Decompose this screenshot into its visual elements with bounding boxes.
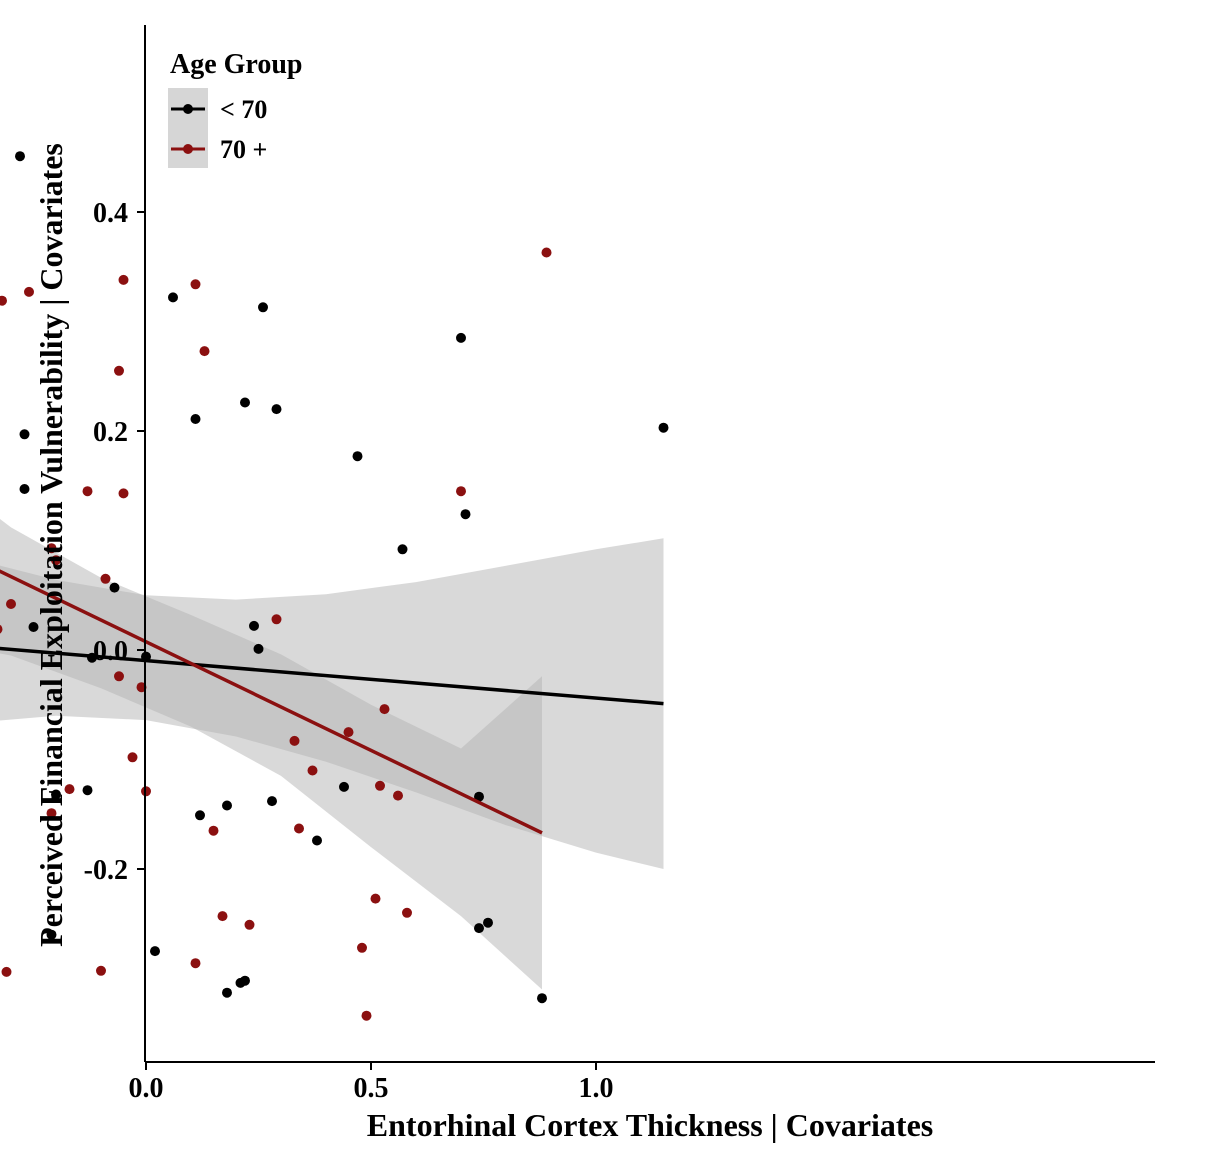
data-point-70plus-43 — [370, 893, 381, 904]
data-point-70plus-23 — [271, 614, 282, 625]
data-point-under70-19 — [258, 302, 268, 313]
data-point-under70-34 — [267, 796, 277, 807]
data-point-70plus-39 — [190, 958, 201, 969]
data-point-70plus-28 — [64, 784, 75, 795]
data-point-70plus-26 — [379, 704, 390, 715]
data-point-under70-32 — [195, 810, 205, 821]
data-point-under70-21 — [240, 397, 250, 408]
data-point-under70-5 — [19, 484, 30, 494]
data-point-70plus-45 — [361, 1010, 372, 1021]
data-point-70plus-25 — [343, 727, 354, 738]
data-point-70plus-7 — [114, 365, 124, 376]
data-point-70plus-34 — [307, 765, 318, 776]
legend-key-background — [168, 88, 208, 168]
data-point-under70-23 — [352, 451, 363, 462]
data-point-under70-17 — [253, 643, 264, 654]
data-point-under70-4 — [19, 429, 30, 440]
data-point-70plus-36 — [393, 790, 403, 801]
data-point-under70-16 — [249, 620, 259, 631]
data-point-under70-26 — [397, 544, 408, 555]
data-point-under70-30 — [51, 789, 61, 800]
data-point-70plus-13 — [46, 543, 57, 554]
x-axis-ticks: -1.0-0.50.00.51.0 — [129, 1062, 614, 1104]
y-axis-ticks: -0.2 0.0 0.2 0.4 — [84, 198, 145, 886]
data-point-70plus-3 — [24, 286, 34, 297]
y-tick-label-0: -0.2 — [84, 855, 128, 886]
data-point-under70-45 — [240, 975, 250, 986]
y-tick-label-2: 0.2 — [93, 417, 128, 448]
data-point-70plus-21 — [114, 671, 124, 682]
data-point-70plus-32 — [208, 825, 219, 836]
y-tick-label-1: 0.0 — [93, 636, 128, 667]
data-point-under70-35 — [312, 835, 322, 846]
legend-label-under70: < 70 — [220, 95, 267, 124]
data-point-under70-18 — [168, 292, 178, 303]
x-tick-label-4: 1.0 — [579, 1073, 614, 1104]
data-point-70plus-6 — [199, 346, 210, 357]
data-point-70plus-19 — [0, 624, 3, 634]
data-point-70plus-12 — [541, 247, 552, 258]
data-point-under70-25 — [460, 509, 471, 520]
data-point-70plus-24 — [289, 735, 300, 746]
data-point-70plus-30 — [127, 752, 138, 763]
data-point-70plus-15 — [100, 573, 111, 584]
data-point-70plus-41 — [244, 919, 255, 930]
data-point-under70-11 — [28, 622, 39, 632]
x-axis-title: Entorhinal Cortex Thickness | Covariates — [367, 1107, 933, 1143]
data-point-70plus-2 — [0, 295, 7, 306]
data-point-under70-31 — [82, 785, 93, 796]
data-point-under70-42 — [150, 946, 160, 957]
data-point-under70-46 — [474, 923, 484, 934]
legend-title: Age Group — [170, 49, 303, 80]
data-point-under70-27 — [658, 422, 669, 433]
legend-key-dot-under70 — [183, 104, 193, 114]
data-point-70plus-11 — [456, 486, 466, 497]
data-point-under70-41 — [46, 929, 57, 940]
fit-line-under70 — [0, 646, 664, 706]
data-point-70plus-9 — [82, 486, 93, 497]
data-point-70plus-37 — [1, 966, 12, 977]
data-point-70plus-38 — [96, 965, 106, 976]
data-point-under70-47 — [483, 917, 493, 928]
x-tick-label-3: 0.5 — [354, 1073, 389, 1104]
data-point-70plus-44 — [402, 907, 412, 918]
data-point-70plus-16 — [6, 599, 16, 609]
data-point-70plus-14 — [51, 555, 61, 566]
data-point-under70-33 — [222, 800, 232, 811]
data-point-70plus-10 — [118, 488, 129, 499]
data-point-70plus-35 — [375, 780, 385, 791]
data-point-70plus-29 — [46, 808, 57, 819]
data-point-70plus-42 — [357, 942, 367, 953]
data-point-under70-22 — [271, 404, 282, 415]
data-point-under70-48 — [537, 993, 547, 1004]
data-point-70plus-33 — [294, 823, 304, 834]
data-point-under70-43 — [222, 987, 232, 998]
x-tick-label-2: 0.0 — [129, 1073, 164, 1104]
data-point-under70-24 — [456, 332, 466, 343]
data-point-under70-9 — [109, 582, 120, 593]
data-point-under70-36 — [339, 781, 349, 792]
y-tick-label-3: 0.4 — [93, 198, 128, 229]
data-point-under70-3 — [15, 151, 25, 162]
legend-key-dot-70plus — [183, 144, 193, 154]
fit-lines — [0, 569, 664, 835]
data-point-70plus-5 — [190, 279, 201, 290]
data-point-under70-37 — [474, 791, 484, 802]
legend: Age Group < 70 70 + — [168, 49, 303, 168]
fit-line-70plus — [0, 569, 543, 835]
data-point-70plus-4 — [118, 274, 129, 285]
data-point-70plus-40 — [217, 911, 228, 922]
data-point-under70-20 — [190, 414, 201, 424]
legend-label-70plus: 70 + — [220, 135, 267, 164]
y-axis-title: Perceived Financial Exploitation Vulnera… — [33, 143, 69, 947]
